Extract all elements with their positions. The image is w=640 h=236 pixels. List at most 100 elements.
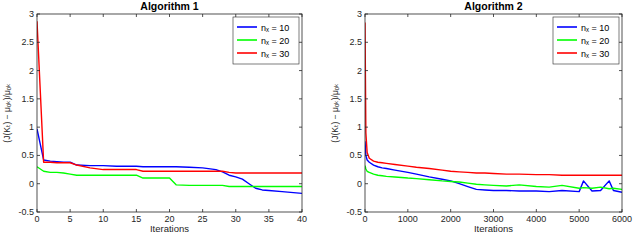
x-tick <box>365 209 366 212</box>
x-tick <box>450 209 451 212</box>
y-tick <box>619 42 622 43</box>
y-tick <box>365 42 368 43</box>
y-tick <box>299 70 302 71</box>
legend-swatch <box>237 26 257 28</box>
y-tick-label: -0.5 <box>18 207 34 217</box>
legend-swatch <box>557 26 577 28</box>
x-tick <box>169 14 170 17</box>
y-tick <box>365 127 368 128</box>
x-tick <box>268 14 269 17</box>
y-tick <box>365 70 368 71</box>
x-tick <box>235 14 236 17</box>
x-tick-label: 5000 <box>569 214 589 224</box>
x-tick <box>579 209 580 212</box>
legend-label: nₓ = 20 <box>581 36 609 46</box>
legend: nₓ = 10nₓ = 20nₓ = 30 <box>233 17 299 64</box>
y-tick <box>37 14 40 15</box>
x-tick-label: 4000 <box>526 214 546 224</box>
series-line <box>37 167 302 187</box>
x-tick <box>302 209 303 212</box>
chart-panel: 0510152025303540-0.500.511.522.53Algorit… <box>2 0 307 234</box>
x-tick <box>169 209 170 212</box>
legend: nₓ = 10nₓ = 20nₓ = 30 <box>553 17 619 64</box>
y-tick-label: 2.5 <box>349 37 362 47</box>
x-tick-label: 6000 <box>612 214 632 224</box>
y-tick <box>619 127 622 128</box>
y-tick <box>37 98 40 99</box>
x-tick-label: 0 <box>362 214 367 224</box>
x-tick-label: 30 <box>231 214 241 224</box>
x-tick <box>268 209 269 212</box>
x-tick <box>407 14 408 17</box>
x-tick <box>493 209 494 212</box>
y-tick-label: 2 <box>357 66 362 76</box>
plot-area <box>37 14 302 212</box>
y-tick <box>365 183 368 184</box>
y-tick <box>299 14 302 15</box>
x-tick <box>136 209 137 212</box>
y-tick <box>619 212 622 213</box>
x-tick <box>493 14 494 17</box>
y-tick-label: 2.5 <box>21 37 34 47</box>
y-tick <box>619 14 622 15</box>
y-tick-label: 2 <box>29 66 34 76</box>
x-tick-label: 2000 <box>441 214 461 224</box>
x-tick <box>235 209 236 212</box>
x-tick <box>407 209 408 212</box>
x-tick <box>70 14 71 17</box>
x-tick-label: 35 <box>264 214 274 224</box>
y-tick-label: 1 <box>29 122 34 132</box>
y-tick <box>299 212 302 213</box>
series-line <box>37 21 302 173</box>
plot-frame <box>365 14 622 212</box>
figure: 0510152025303540-0.500.511.522.53Algorit… <box>0 0 640 236</box>
x-tick <box>579 14 580 17</box>
y-tick <box>37 42 40 43</box>
y-axis-label: (J(Kₜ) − μₒₖ)/μₒₖ <box>330 83 340 143</box>
y-tick <box>37 70 40 71</box>
x-tick <box>622 209 623 212</box>
chart-panel: 0100020003000400050006000-0.500.511.522.… <box>330 0 632 234</box>
x-tick-label: 10 <box>98 214 108 224</box>
x-tick <box>37 14 38 17</box>
legend-swatch <box>237 52 257 54</box>
legend-box <box>553 17 619 64</box>
y-tick <box>619 155 622 156</box>
legend-label: nₓ = 10 <box>581 23 609 33</box>
y-tick <box>619 183 622 184</box>
y-tick <box>299 42 302 43</box>
y-tick-label: 1.5 <box>349 94 362 104</box>
chart-title: Algorithm 2 <box>464 0 522 12</box>
x-tick-label: 15 <box>131 214 141 224</box>
x-tick <box>136 14 137 17</box>
y-tick <box>37 212 40 213</box>
legend-swatch <box>557 52 577 54</box>
x-tick <box>450 14 451 17</box>
x-axis-label: Iterations <box>150 223 189 234</box>
plot-area <box>365 14 622 212</box>
y-tick <box>37 127 40 128</box>
y-tick <box>619 70 622 71</box>
y-tick-label: 0.5 <box>349 150 362 160</box>
y-tick-label: 0 <box>29 179 34 189</box>
y-tick-label: 0.5 <box>21 150 34 160</box>
y-tick <box>365 14 368 15</box>
y-tick <box>365 98 368 99</box>
y-tick <box>299 127 302 128</box>
y-tick <box>299 98 302 99</box>
legend-label: nₓ = 10 <box>261 23 289 33</box>
y-tick-label: -0.5 <box>346 207 362 217</box>
series-line <box>365 22 622 175</box>
x-tick <box>536 209 537 212</box>
y-tick-label: 1.5 <box>21 94 34 104</box>
x-tick <box>622 14 623 17</box>
y-tick-label: 0 <box>357 179 362 189</box>
y-tick <box>37 155 40 156</box>
series-line <box>365 141 622 192</box>
series-line <box>365 166 622 190</box>
legend-box <box>233 17 299 64</box>
legend-swatch <box>237 39 257 41</box>
chart-title: Algorithm 1 <box>140 0 198 12</box>
y-tick <box>365 212 368 213</box>
legend-swatch <box>557 39 577 41</box>
